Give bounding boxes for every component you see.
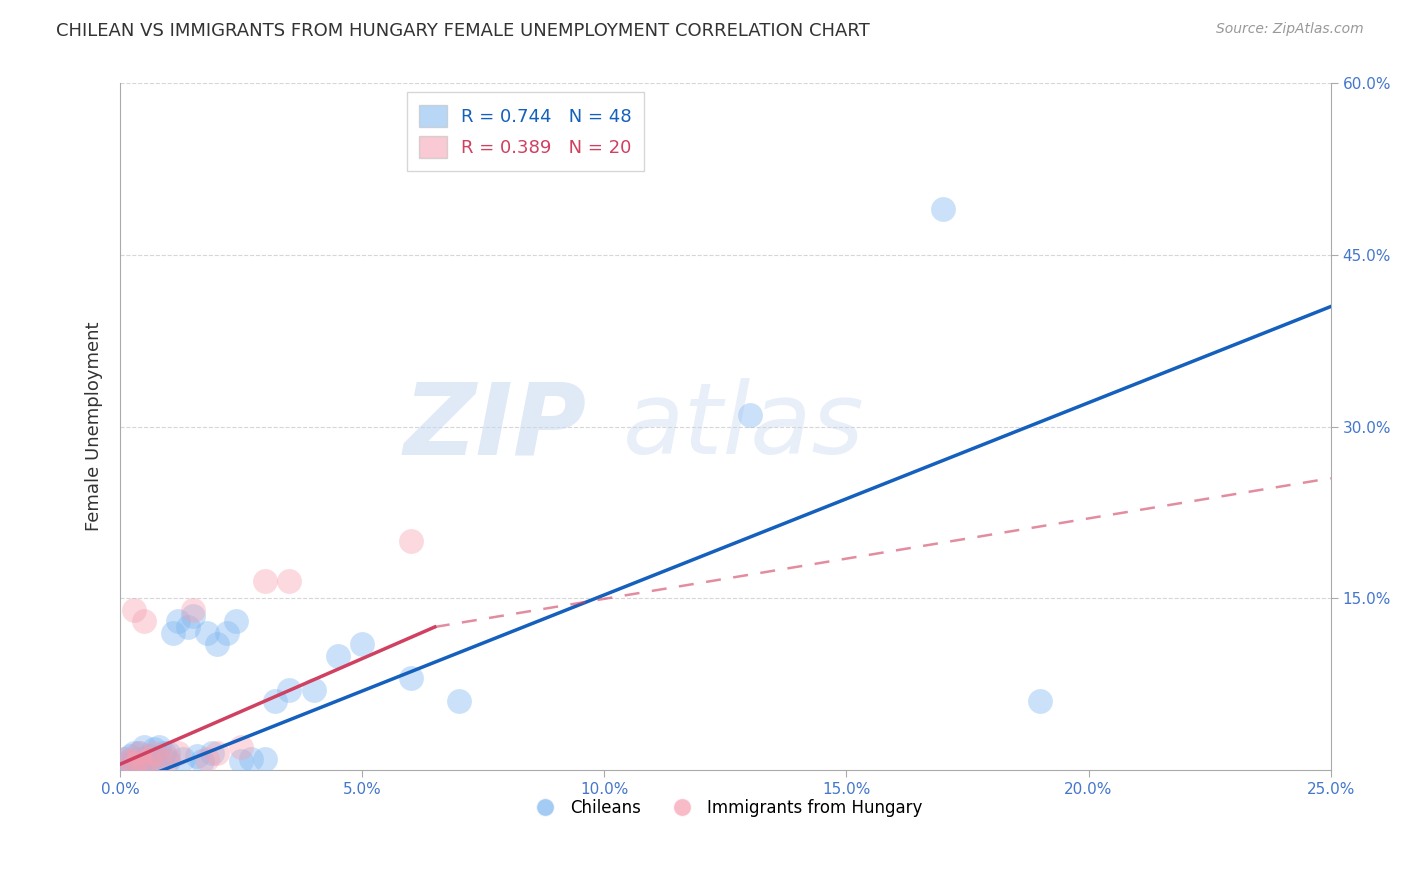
Point [167,614,190,628]
Point [142,742,165,756]
Point [142,754,165,768]
Point [181,603,204,617]
Text: Source: ZipAtlas.com: Source: ZipAtlas.com [1216,22,1364,37]
Point [264,694,287,708]
Point [118,754,141,768]
Point [738,409,761,423]
Point [128,746,150,760]
Point [932,202,955,217]
Point [114,757,136,772]
Point [138,757,160,772]
Point [114,751,136,765]
Point [278,574,301,589]
Point [134,757,156,772]
Point [114,751,136,765]
Point [128,751,150,765]
Point [134,751,156,765]
Point [124,754,146,768]
Point [186,749,208,764]
Point [134,757,156,772]
Point [195,625,218,640]
Point [399,672,422,686]
Point [157,746,180,760]
Point [124,757,146,772]
Point [128,746,150,760]
Point [215,625,238,640]
Point [148,740,170,755]
Point [148,751,170,765]
Point [138,749,160,764]
Point [225,614,247,628]
Point [124,746,146,760]
Point [254,751,277,765]
Text: atlas: atlas [623,378,865,475]
Point [239,751,262,765]
Point [195,751,218,765]
Point [118,749,141,764]
Point [124,603,146,617]
Point [138,751,160,765]
Point [177,620,200,634]
Point [229,754,252,768]
Point [447,694,470,708]
Point [128,751,150,765]
Text: ZIP: ZIP [404,378,586,475]
Point [191,754,214,768]
Point [172,751,194,765]
Text: CHILEAN VS IMMIGRANTS FROM HUNGARY FEMALE UNEMPLOYMENT CORRELATION CHART: CHILEAN VS IMMIGRANTS FROM HUNGARY FEMAL… [56,22,870,40]
Point [142,746,165,760]
Point [152,746,174,760]
Point [157,754,180,768]
Point [1029,694,1052,708]
Point [302,682,325,697]
Point [205,637,228,651]
Point [278,682,301,697]
Point [134,740,156,755]
Point [254,574,277,589]
Point [181,608,204,623]
Point [157,751,180,765]
Legend: Chileans, Immigrants from Hungary: Chileans, Immigrants from Hungary [522,792,929,823]
Point [148,751,170,765]
Point [399,534,422,549]
Point [124,757,146,772]
Point [201,746,224,760]
Point [326,648,349,663]
Y-axis label: Female Unemployment: Female Unemployment [86,322,103,532]
Point [162,625,184,640]
Point [205,746,228,760]
Point [167,746,190,760]
Point [134,614,156,628]
Point [352,637,374,651]
Point [128,757,150,772]
Point [229,740,252,755]
Point [118,754,141,768]
Point [118,757,141,772]
